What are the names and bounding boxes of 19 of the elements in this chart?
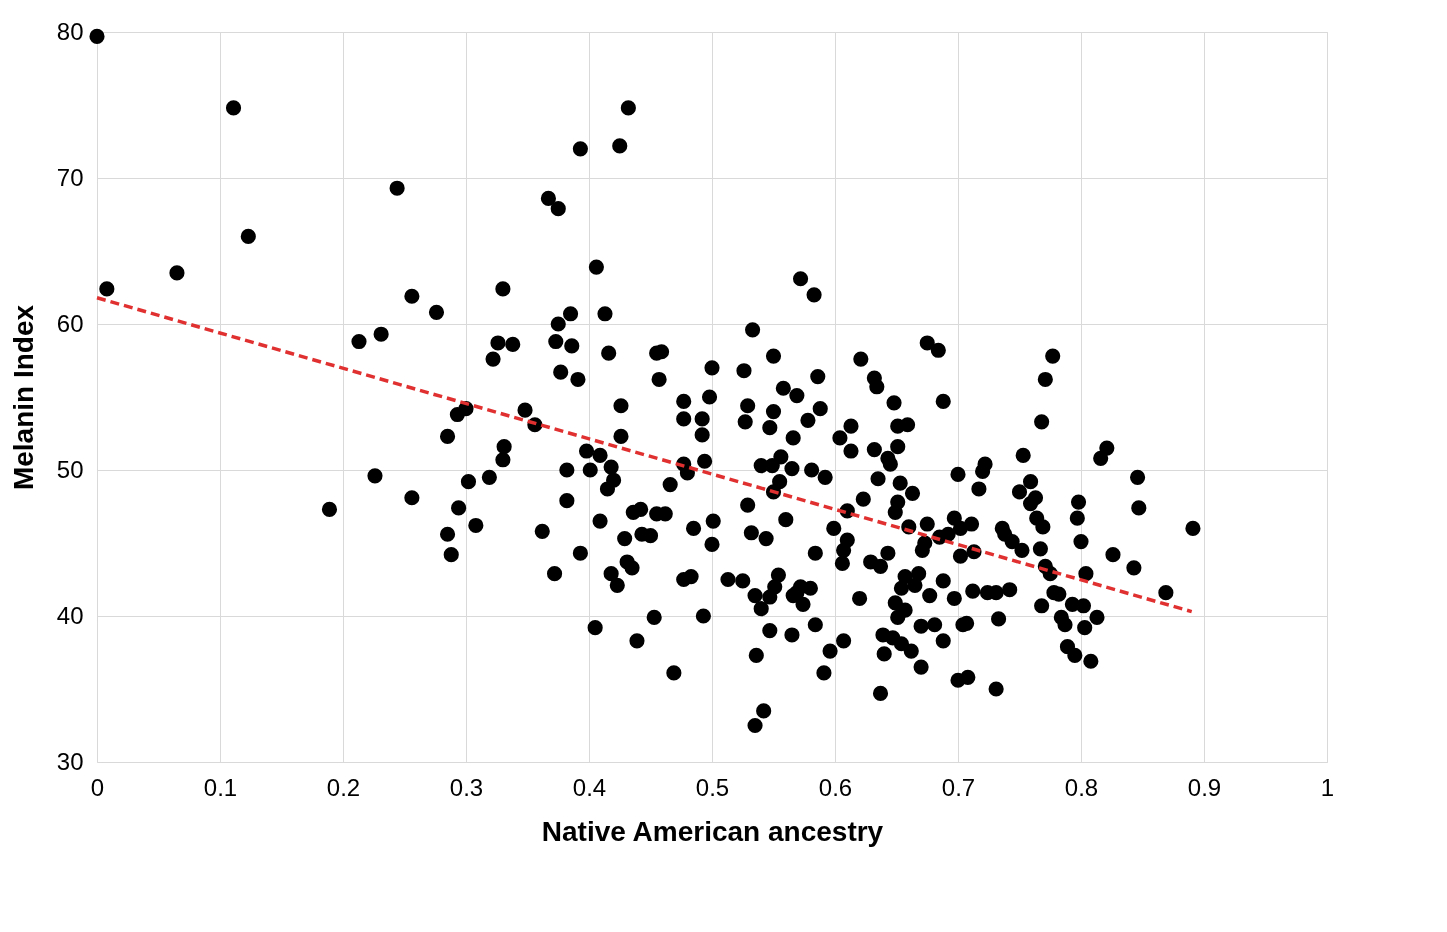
x-axis-title: Native American ancestry	[541, 815, 884, 847]
x-tick-label: 0	[90, 773, 105, 801]
x-tick-label: 0.4	[572, 773, 607, 801]
y-tick-label: 50	[56, 455, 84, 483]
x-tick-label: 0.3	[449, 773, 484, 801]
y-tick-label: 60	[56, 309, 84, 337]
y-tick-label: 30	[56, 747, 84, 775]
x-tick-label: 0.1	[203, 773, 238, 801]
y-axis-title: Melanin Index	[7, 304, 39, 491]
x-tick-label: 0.7	[941, 773, 976, 801]
x-tick-label: 0.8	[1064, 773, 1099, 801]
x-tick-label: 0.2	[326, 773, 361, 801]
y-tick-label: 40	[56, 601, 84, 629]
y-tick-label: 70	[56, 163, 84, 191]
x-tick-label: 0.6	[818, 773, 853, 801]
x-tick-label: 1	[1320, 773, 1335, 801]
y-tick-label: 80	[56, 17, 84, 45]
x-tick-label: 0.5	[695, 773, 730, 801]
x-tick-label: 0.9	[1187, 773, 1222, 801]
